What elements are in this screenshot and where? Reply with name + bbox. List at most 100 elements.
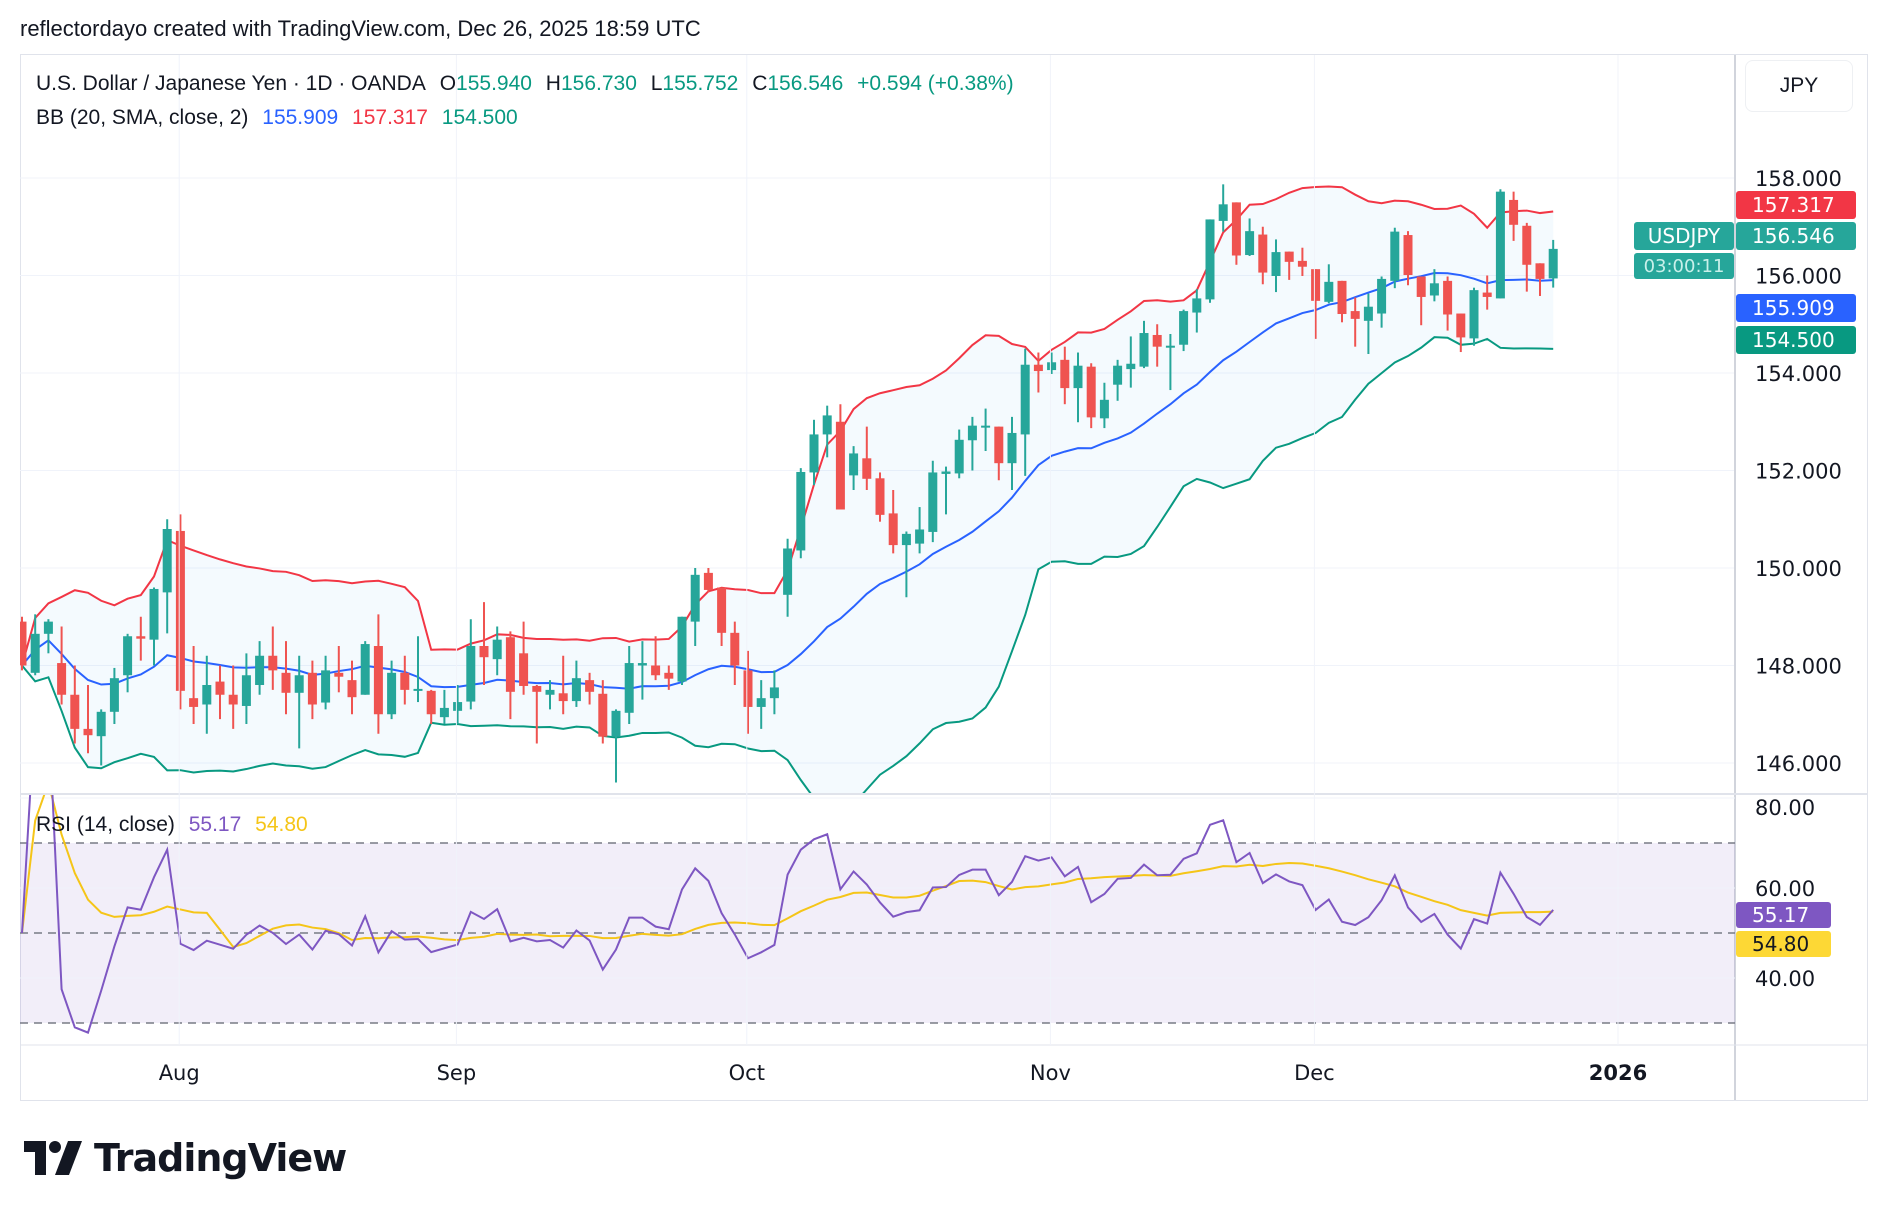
candle-down — [1535, 263, 1545, 296]
candle-body — [849, 453, 859, 476]
candle-body — [1073, 365, 1083, 389]
candle-body — [1311, 269, 1321, 301]
candle-down — [83, 685, 93, 754]
candle-body — [281, 672, 291, 693]
candle-body — [611, 710, 621, 737]
rsi-tick-label: 60.00 — [1755, 877, 1815, 901]
ohlc-close: C156.546 — [752, 72, 843, 95]
tradingview-logo[interactable]: TradingView — [24, 1136, 347, 1180]
candle-up — [1377, 276, 1387, 328]
symbol-legend[interactable]: U.S. Dollar / Japanese Yen · 1D · OANDA … — [36, 72, 1022, 96]
candle-body — [954, 439, 964, 474]
close-label: C — [752, 72, 768, 95]
candle-up — [492, 626, 502, 676]
candle-up — [1429, 269, 1439, 302]
candle-body — [1099, 399, 1109, 419]
open-label: O — [439, 72, 457, 95]
candle-down — [743, 650, 753, 734]
candle-body — [70, 694, 80, 729]
symbol-title[interactable]: U.S. Dollar / Japanese Yen · 1D · OANDA — [36, 72, 426, 95]
candle-up — [1099, 382, 1109, 429]
candle-body — [1231, 202, 1241, 256]
bb-upper-tag: 157.317 — [1736, 191, 1856, 219]
bb-band-fill — [22, 186, 1554, 793]
candle-body — [189, 698, 199, 707]
price-tick-label: 150.000 — [1755, 557, 1842, 581]
price-tick-label: 156.000 — [1755, 265, 1842, 289]
candle-up — [387, 660, 397, 720]
close-price-tag: 156.546 — [1736, 222, 1856, 250]
candle-body — [1363, 306, 1373, 321]
candle-up — [928, 460, 938, 543]
candle-up — [1113, 359, 1123, 401]
candle-body — [941, 471, 951, 474]
bb-legend[interactable]: BB (20, SMA, close, 2) 155.909 157.317 1… — [36, 106, 526, 130]
candle-body — [1139, 333, 1149, 367]
candle-down — [1416, 276, 1426, 326]
candle-body — [1337, 280, 1347, 315]
currency-button[interactable]: JPY — [1745, 60, 1853, 112]
candle-up — [1192, 289, 1202, 333]
candle-body — [809, 434, 819, 473]
candle-body — [743, 670, 753, 707]
change-value: +0.594 (+0.38%) — [857, 72, 1014, 95]
candle-body — [994, 426, 1004, 464]
candle-body — [255, 655, 265, 685]
bb-title[interactable]: BB (20, SMA, close, 2) — [36, 106, 249, 129]
candle-down — [1033, 352, 1043, 393]
candle-up — [571, 660, 581, 707]
candle-body — [453, 702, 463, 711]
candle-down — [1086, 363, 1096, 429]
candle-down — [426, 689, 436, 724]
candle-body — [875, 478, 885, 515]
candle-down — [598, 680, 608, 744]
candle-body — [1416, 276, 1426, 297]
candle-down — [1060, 346, 1070, 405]
candle-down — [730, 621, 740, 685]
candle-down — [558, 655, 568, 715]
candle-up — [1205, 219, 1215, 303]
candle-up — [413, 636, 423, 703]
candle-up — [1271, 239, 1281, 293]
candle-body — [690, 574, 700, 622]
candle-up — [96, 709, 106, 766]
candle-body — [1152, 334, 1162, 347]
candle-up — [545, 680, 555, 710]
candle-body — [928, 472, 938, 532]
candle-body — [123, 636, 133, 676]
candle-body — [1086, 366, 1096, 418]
price-tick-label: 152.000 — [1755, 460, 1842, 484]
candle-down — [400, 655, 410, 705]
candle-up — [162, 519, 172, 634]
candle-down — [717, 587, 727, 646]
candle-up — [1495, 189, 1505, 299]
candle-body — [413, 688, 423, 691]
rsi-title[interactable]: RSI (14, close) — [36, 813, 175, 836]
candle-down — [228, 665, 238, 729]
candle-up — [769, 670, 779, 715]
candle-body — [1456, 313, 1466, 338]
rsi-value: 55.17 — [188, 813, 242, 836]
candle-down — [1311, 269, 1321, 339]
ohlc-open: O155.940 — [440, 72, 532, 95]
time-tick-label: Sep — [437, 1061, 477, 1085]
candle-body — [492, 639, 502, 660]
candle-body — [1047, 362, 1057, 371]
candle-up — [439, 689, 449, 724]
candle-body — [532, 685, 542, 692]
candle-up — [360, 641, 370, 695]
candle-up — [915, 507, 925, 554]
candle-body — [387, 672, 397, 715]
candle-body — [1060, 359, 1070, 389]
tradingview-logo-icon — [24, 1141, 82, 1175]
candle-body — [1482, 292, 1492, 297]
price-tick-label: 148.000 — [1755, 655, 1842, 679]
candle-up — [1073, 352, 1083, 423]
candle-body — [1377, 278, 1387, 314]
candle-up — [809, 419, 819, 486]
candle-up — [149, 587, 159, 666]
candle-body — [136, 636, 146, 639]
candle-body — [1179, 311, 1189, 345]
rsi-legend[interactable]: RSI (14, close) 55.17 54.80 — [36, 813, 316, 837]
